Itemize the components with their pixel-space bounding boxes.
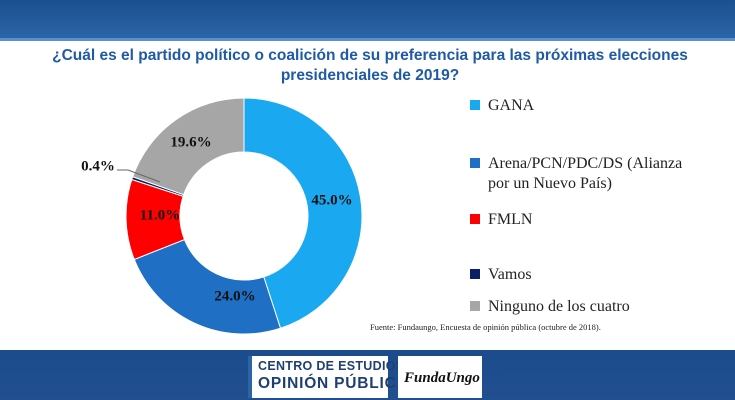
logo-cop-background xyxy=(248,356,388,398)
legend-item-fmln: FMLN xyxy=(470,210,532,230)
data-label-1: 24.0% xyxy=(214,288,255,304)
donut-slice-1 xyxy=(133,238,282,335)
data-label-2: 11.0% xyxy=(140,207,180,223)
data-label-0: 45.0% xyxy=(311,192,352,208)
logo-cop-accent xyxy=(248,356,252,398)
legend-item-gana: GANA xyxy=(470,96,534,116)
legend-swatch-gana xyxy=(470,100,480,110)
legend-item-ninguno: Ninguno de los cuatro xyxy=(470,297,630,317)
legend-label-vamos: Vamos xyxy=(488,266,532,283)
header-band xyxy=(0,0,735,38)
source-footnote: Fuente: Fundaungo, Encuesta de opinión p… xyxy=(370,322,601,332)
legend-label-gana: GANA xyxy=(488,97,535,114)
chart-title-line2: presidenciales de 2019? xyxy=(280,67,460,84)
legend-swatch-arena xyxy=(470,158,480,168)
legend-label-ninguno: Ninguno de los cuatro xyxy=(488,298,630,315)
donut-slice-4 xyxy=(132,97,245,196)
logo-fundaungo-background xyxy=(398,356,482,398)
legend-label-fmln: FMLN xyxy=(488,211,533,228)
chart-title: ¿Cuál es el partido político o coalición… xyxy=(40,46,700,86)
legend-label-arena-line1: Arena/PCN/PDC/DS (Alianza xyxy=(488,155,683,172)
donut-slice-0 xyxy=(243,97,363,329)
legend-swatch-vamos xyxy=(470,269,480,279)
data-label-4: 19.6% xyxy=(170,134,211,150)
legend-label-arena-line2: por un Nuevo País) xyxy=(488,175,612,192)
logo-fundaungo: FundaUngo xyxy=(404,370,480,386)
legend-swatch-fmln xyxy=(470,214,480,224)
logo-cop-line1: CENTRO DE ESTUDIOS DE xyxy=(258,359,427,373)
leader-line-vamos xyxy=(117,169,161,183)
legend-item-arena: Arena/PCN/PDC/DS (Alianza por un Nuevo P… xyxy=(470,154,682,194)
chart-title-line1: ¿Cuál es el partido político o coalición… xyxy=(52,47,688,64)
header-stripe xyxy=(0,38,735,41)
legend-item-vamos: Vamos xyxy=(470,265,532,285)
logo-cop-line2: OPINIÓN PÚBLICA xyxy=(258,375,409,392)
legend-swatch-ninguno xyxy=(470,301,480,311)
data-label-3: 0.4% xyxy=(81,158,115,174)
